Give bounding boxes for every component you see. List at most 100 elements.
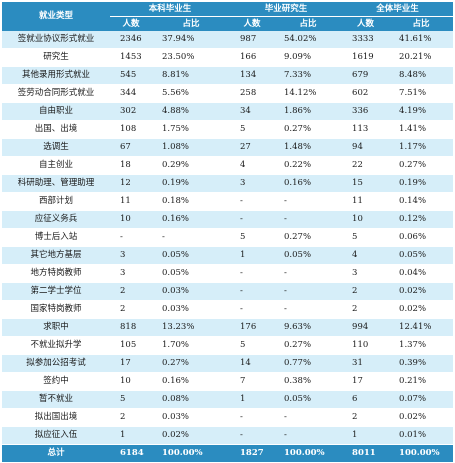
table-body: 签就业协议形式就业 2346 37.94% 987 54.02% 3333 41.61% 研究… xyxy=(2,31,454,445)
ratio-cell: 1.86% xyxy=(274,102,343,121)
count-cell: 4 xyxy=(342,246,390,265)
col-header-count: 人数 xyxy=(230,16,275,31)
col-header-ratio: 占比 xyxy=(152,16,231,31)
table-row: 第二学士学位 2 0.03% - -2 0.02% xyxy=(2,282,454,301)
col-header-count: 人数 xyxy=(342,16,390,31)
count-cell: 14 xyxy=(230,354,275,373)
count-cell: 5 xyxy=(230,336,275,355)
count-cell: 110 xyxy=(342,336,390,355)
total-cell: 100.00% xyxy=(389,444,454,463)
ratio-cell: 0.21% xyxy=(389,372,454,391)
table-row: 西部计划 11 0.18% - -11 0.14% xyxy=(2,192,454,211)
ratio-cell: 0.19% xyxy=(152,174,231,193)
count-cell: 34 xyxy=(230,102,275,121)
count-cell: - xyxy=(230,282,275,301)
ratio-cell: 0.12% xyxy=(389,210,454,229)
count-cell: 108 xyxy=(110,120,152,139)
ratio-cell: 0.05% xyxy=(274,246,343,265)
ratio-cell: 0.02% xyxy=(152,426,231,445)
total-row: 总计 6184 100.00% 1827 100.00% 8011 100.00… xyxy=(2,444,454,463)
table-row: 应征义务兵 10 0.16% - -10 0.12% xyxy=(2,210,454,229)
count-cell: 18 xyxy=(110,156,152,175)
total-label: 总计 xyxy=(2,444,110,463)
row-label: 其它地方基层 xyxy=(2,246,110,265)
ratio-cell: 0.27% xyxy=(274,228,343,247)
table-row: 拟出国出境 2 0.03% - -2 0.02% xyxy=(2,408,454,427)
table-row: 暂不就业 5 0.08% 1 0.05% 6 0.07% xyxy=(2,390,454,409)
ratio-cell: 0.18% xyxy=(152,192,231,211)
ratio-cell: 0.02% xyxy=(389,300,454,319)
ratio-cell: 23.50% xyxy=(152,48,231,67)
row-label: 签就业协议形式就业 xyxy=(2,31,110,49)
count-cell: 5 xyxy=(342,228,390,247)
ratio-cell: 1.41% xyxy=(389,120,454,139)
ratio-cell: 0.16% xyxy=(152,210,231,229)
count-cell: 67 xyxy=(110,138,152,157)
ratio-cell: 5.56% xyxy=(152,84,231,103)
table-row: 求职中 818 13.23% 176 9.63% 994 12.41% xyxy=(2,318,454,337)
count-cell: - xyxy=(110,228,152,247)
count-cell: - xyxy=(230,426,275,445)
table-row: 其它地方基层 3 0.05% 1 0.05% 4 0.05% xyxy=(2,246,454,265)
ratio-cell: 0.14% xyxy=(389,192,454,211)
count-cell: 113 xyxy=(342,120,390,139)
ratio-cell: 0.03% xyxy=(152,408,231,427)
count-cell: 679 xyxy=(342,66,390,85)
count-cell: 2 xyxy=(342,282,390,301)
row-label: 求职中 xyxy=(2,318,110,337)
row-label: 科研助理、管理助理 xyxy=(2,174,110,193)
count-cell: 2 xyxy=(342,408,390,427)
table-row: 研究生 1453 23.50% 166 9.09% 1619 20.21% xyxy=(2,48,454,67)
ratio-cell: 8.48% xyxy=(389,66,454,85)
table-row: 自主创业 18 0.29% 4 0.22% 22 0.27% xyxy=(2,156,454,175)
ratio-cell: 8.81% xyxy=(152,66,231,85)
ratio-cell: 1.17% xyxy=(389,138,454,157)
ratio-cell: 14.12% xyxy=(274,84,343,103)
count-cell: 31 xyxy=(342,354,390,373)
count-cell: 602 xyxy=(342,84,390,103)
row-label: 出国、出境 xyxy=(2,120,110,139)
table-row: 出国、出境 108 1.75% 5 0.27% 113 1.41% xyxy=(2,120,454,139)
row-label: 国家特岗教师 xyxy=(2,300,110,319)
total-cell: 100.00% xyxy=(152,444,231,463)
ratio-cell: 0.38% xyxy=(274,372,343,391)
ratio-cell: 0.19% xyxy=(389,174,454,193)
count-cell: 94 xyxy=(342,138,390,157)
col-header-all: 全体毕业生 xyxy=(342,2,454,17)
ratio-cell: - xyxy=(274,426,343,445)
count-cell: - xyxy=(230,210,275,229)
count-cell: - xyxy=(230,264,275,283)
ratio-cell: - xyxy=(274,408,343,427)
total-cell: 100.00% xyxy=(274,444,343,463)
ratio-cell: 1.75% xyxy=(152,120,231,139)
ratio-cell: 4.19% xyxy=(389,102,454,121)
ratio-cell: 0.27% xyxy=(389,156,454,175)
ratio-cell: 0.16% xyxy=(274,174,343,193)
row-label: 第二学士学位 xyxy=(2,282,110,301)
count-cell: 10 xyxy=(110,372,152,391)
count-cell: - xyxy=(230,408,275,427)
total-cell: 8011 xyxy=(342,444,390,463)
count-cell: 1 xyxy=(110,426,152,445)
table-row: 科研助理、管理助理 12 0.19% 3 0.16% 15 0.19% xyxy=(2,174,454,193)
ratio-cell: 0.05% xyxy=(274,390,343,409)
row-label: 博士后入站 xyxy=(2,228,110,247)
ratio-cell: 0.27% xyxy=(274,336,343,355)
count-cell: 3 xyxy=(230,174,275,193)
count-cell: - xyxy=(230,192,275,211)
ratio-cell: 0.16% xyxy=(152,372,231,391)
count-cell: 987 xyxy=(230,31,275,49)
ratio-cell: 0.27% xyxy=(152,354,231,373)
row-label: 自主创业 xyxy=(2,156,110,175)
ratio-cell: 1.70% xyxy=(152,336,231,355)
count-cell: 302 xyxy=(110,102,152,121)
count-cell: 5 xyxy=(230,228,275,247)
ratio-cell: 0.05% xyxy=(152,264,231,283)
ratio-cell: 37.94% xyxy=(152,31,231,49)
col-header-count: 人数 xyxy=(110,16,152,31)
table-row: 自由职业 302 4.88% 34 1.86% 336 4.19% xyxy=(2,102,454,121)
count-cell: 6 xyxy=(342,390,390,409)
ratio-cell: 0.02% xyxy=(389,408,454,427)
count-cell: 258 xyxy=(230,84,275,103)
total-cell: 6184 xyxy=(110,444,152,463)
